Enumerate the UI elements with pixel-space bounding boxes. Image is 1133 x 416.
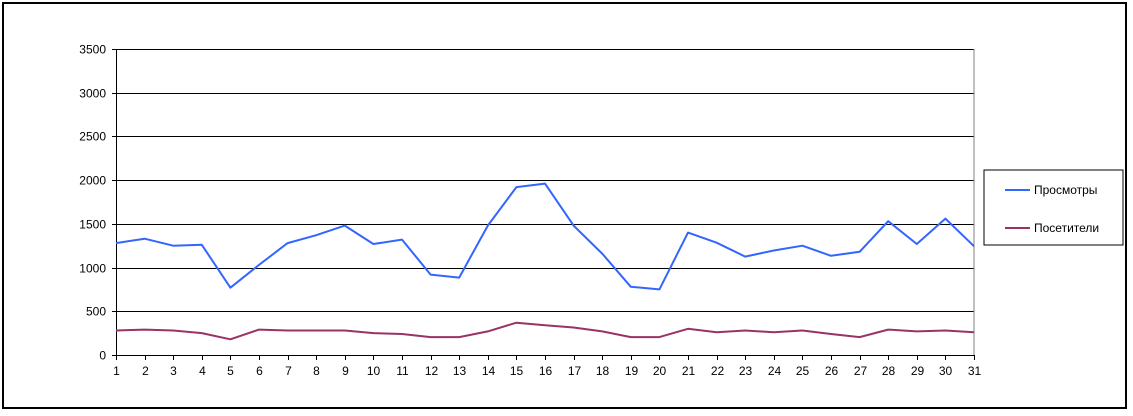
x-tick-label: 1 — [113, 364, 120, 378]
y-axis-ticks: 0 500 1000 1500 2000 2500 3000 3500 — [79, 43, 116, 363]
x-tick-label: 15 — [510, 364, 524, 378]
y-tick-label: 1000 — [79, 262, 106, 276]
x-axis-ticks: 1 2 3 4 5 6 7 8 9 10 11 12 13 14 15 16 17 18 19 20 21 22 23 24 2… — [113, 355, 981, 378]
x-tick-label: 4 — [199, 364, 206, 378]
x-tick-label: 28 — [882, 364, 896, 378]
y-tick-label: 0 — [99, 349, 106, 363]
x-tick-label: 25 — [796, 364, 810, 378]
x-tick-label: 13 — [453, 364, 467, 378]
axes — [116, 49, 975, 356]
legend-label-visitors: Посетители — [1034, 221, 1099, 235]
y-tick-label: 2500 — [79, 130, 106, 144]
series-line-0 — [115, 182, 975, 291]
x-tick-label: 22 — [711, 364, 725, 378]
x-tick-label: 30 — [939, 364, 953, 378]
x-tick-label: 19 — [625, 364, 639, 378]
x-tick-label: 16 — [539, 364, 553, 378]
series-lines — [115, 182, 975, 341]
y-tick-label: 3000 — [79, 87, 106, 101]
y-tick-label: 500 — [86, 305, 106, 319]
y-tick-label: 2000 — [79, 174, 106, 188]
legend-label-views: Просмотры — [1034, 183, 1097, 197]
x-tick-label: 12 — [425, 364, 439, 378]
legend-box — [983, 169, 1124, 246]
x-tick-label: 11 — [396, 364, 409, 378]
x-tick-label: 23 — [739, 364, 753, 378]
x-tick-label: 5 — [227, 364, 234, 378]
x-tick-label: 10 — [367, 364, 381, 378]
x-tick-label: 7 — [285, 364, 292, 378]
x-tick-label: 3 — [170, 364, 177, 378]
y-tick-label: 3500 — [79, 43, 106, 57]
x-tick-label: 6 — [256, 364, 263, 378]
x-tick-label: 27 — [854, 364, 868, 378]
chart-frame — [2, 2, 1127, 409]
x-tick-label: 20 — [653, 364, 667, 378]
x-tick-label: 18 — [596, 364, 610, 378]
legend: Просмотры Посетители — [983, 169, 1124, 246]
x-tick-label: 14 — [482, 364, 496, 378]
x-tick-label: 17 — [568, 364, 582, 378]
gridlines — [116, 49, 974, 312]
x-tick-label: 21 — [682, 364, 696, 378]
x-tick-label: 26 — [825, 364, 839, 378]
x-tick-label: 24 — [768, 364, 782, 378]
x-tick-label: 29 — [911, 364, 925, 378]
x-tick-label: 8 — [313, 364, 320, 378]
series-line-1 — [115, 321, 975, 341]
x-tick-label: 9 — [342, 364, 349, 378]
y-tick-label: 1500 — [79, 218, 106, 232]
x-tick-label: 31 — [968, 364, 982, 378]
x-tick-label: 2 — [142, 364, 149, 378]
